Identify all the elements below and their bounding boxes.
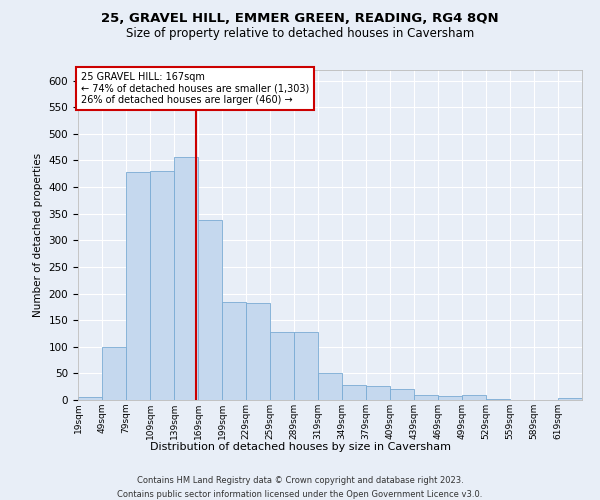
Bar bbox=[342, 385, 366, 400]
Bar bbox=[174, 157, 198, 400]
Bar bbox=[150, 171, 174, 400]
Bar bbox=[294, 332, 318, 400]
Text: Contains HM Land Registry data © Crown copyright and database right 2023.: Contains HM Land Registry data © Crown c… bbox=[137, 476, 463, 485]
Bar bbox=[438, 396, 462, 400]
Bar bbox=[78, 398, 102, 400]
Text: 25, GRAVEL HILL, EMMER GREEN, READING, RG4 8QN: 25, GRAVEL HILL, EMMER GREEN, READING, R… bbox=[101, 12, 499, 26]
Bar bbox=[270, 332, 294, 400]
Bar bbox=[246, 302, 270, 400]
Bar bbox=[318, 374, 342, 400]
Bar bbox=[198, 220, 222, 400]
Bar bbox=[126, 172, 150, 400]
Bar bbox=[414, 394, 438, 400]
Text: Size of property relative to detached houses in Caversham: Size of property relative to detached ho… bbox=[126, 28, 474, 40]
Y-axis label: Number of detached properties: Number of detached properties bbox=[33, 153, 43, 317]
Bar bbox=[366, 386, 390, 400]
Bar bbox=[222, 302, 246, 400]
Bar bbox=[486, 399, 510, 400]
Bar bbox=[462, 394, 486, 400]
Text: Distribution of detached houses by size in Caversham: Distribution of detached houses by size … bbox=[149, 442, 451, 452]
Bar bbox=[558, 398, 582, 400]
Bar bbox=[102, 347, 126, 400]
Bar bbox=[390, 390, 414, 400]
Text: Contains public sector information licensed under the Open Government Licence v3: Contains public sector information licen… bbox=[118, 490, 482, 499]
Text: 25 GRAVEL HILL: 167sqm
← 74% of detached houses are smaller (1,303)
26% of detac: 25 GRAVEL HILL: 167sqm ← 74% of detached… bbox=[80, 72, 309, 105]
